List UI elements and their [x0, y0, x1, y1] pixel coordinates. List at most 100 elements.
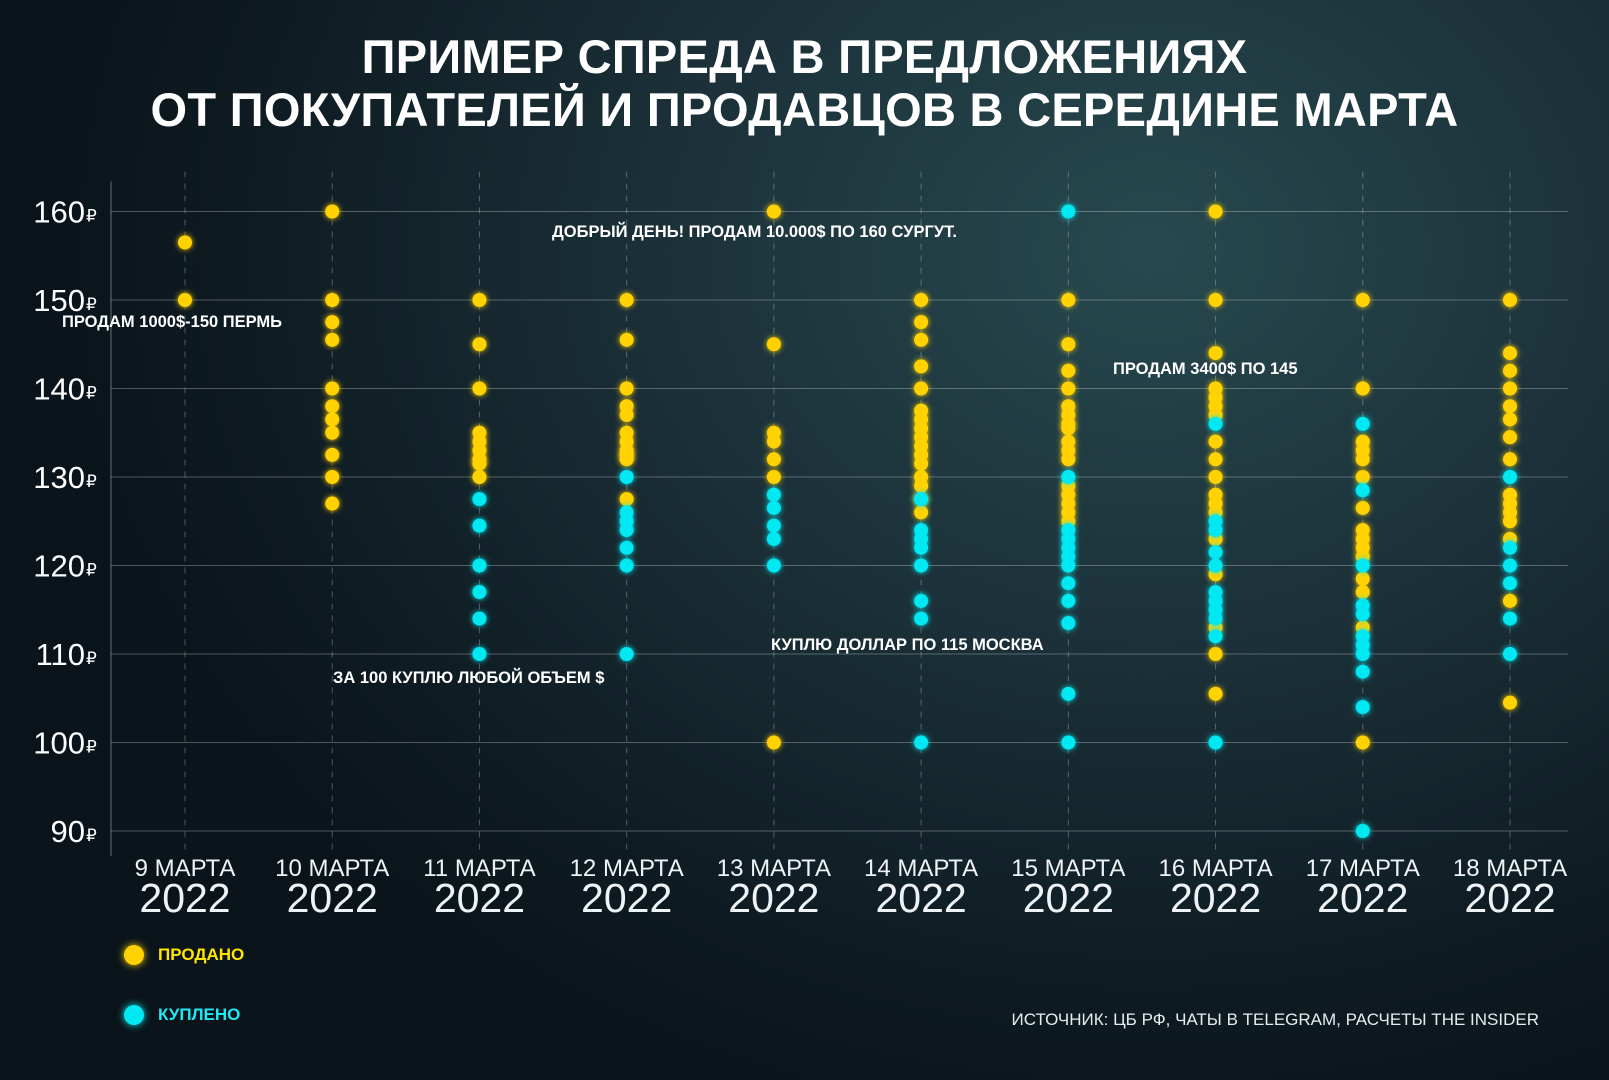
x-tick-day: 15 МАРТА: [1011, 855, 1125, 882]
bought-point: [1355, 824, 1370, 838]
bought-point: [1503, 576, 1517, 591]
sold-point: [1503, 430, 1517, 445]
bought-point: [1503, 470, 1517, 484]
sold-point: [914, 381, 929, 396]
bought-point: [1503, 540, 1517, 555]
sold-point: [325, 399, 340, 414]
bought-point: [766, 531, 781, 546]
bought-point: [1355, 607, 1370, 622]
bought-point: [619, 540, 634, 555]
bought-point: [766, 500, 781, 515]
bought-point: [1503, 558, 1517, 573]
annotation-surgut: ДОБРЫЙ ДЕНЬ! ПРОДАМ 10.000$ ПО 160 СУРГУ…: [552, 223, 957, 241]
y-tick-currency: ₽: [86, 472, 97, 492]
sold-point: [1061, 452, 1076, 467]
sold-point: [619, 381, 634, 396]
legend-item-sold: ПРОДАНО: [124, 945, 244, 965]
bought-point: [472, 647, 487, 661]
x-tick-day: 12 МАРТА: [570, 855, 684, 882]
y-tick-label: 110: [36, 637, 85, 672]
sold-point: [1061, 363, 1076, 378]
sold-point: [619, 408, 634, 423]
bought-point: [1061, 576, 1076, 591]
annotation-moscow: КУПЛЮ ДОЛЛАР ПО 115 МОСКВА: [771, 636, 1044, 654]
bought-point: [1061, 686, 1076, 701]
legend-bought-label: КУПЛЕНО: [158, 1005, 241, 1024]
bought-point: [1061, 470, 1076, 484]
annotation-perm: ПРОДАМ 1000$-150 ПЕРМЬ: [62, 313, 283, 331]
sold-point: [1503, 346, 1517, 361]
sold-point: [619, 492, 634, 507]
x-tick-day: 16 МАРТА: [1158, 855, 1272, 882]
sold-point: [1503, 593, 1517, 608]
bought-point: [472, 585, 487, 600]
sold-point: [914, 315, 929, 330]
sold-point: [472, 456, 487, 471]
bought-point: [1061, 204, 1076, 219]
chart-title-line-2: ОТ ПОКУПАТЕЛЕЙ И ПРОДАВЦОВ В СЕРЕДИНЕ МА…: [150, 83, 1459, 136]
sold-point: [619, 452, 634, 467]
sold-point: [1503, 412, 1517, 427]
sold-point: [472, 293, 487, 307]
y-tick-currency: ₽: [86, 738, 97, 758]
sold-point: [1355, 571, 1370, 586]
sold-point: [766, 204, 781, 219]
sold-point: [1503, 695, 1517, 710]
bought-point: [1208, 558, 1223, 573]
x-tick-year: 2022: [728, 875, 819, 921]
x-tick-year: 2022: [1023, 875, 1114, 921]
sold-point: [1208, 434, 1223, 449]
y-tick-currency: ₽: [86, 295, 97, 315]
sold-point: [325, 204, 340, 219]
sold-point: [766, 434, 781, 449]
sold-point: [1503, 363, 1517, 378]
sold-point: [1355, 452, 1370, 467]
bought-point: [1208, 629, 1223, 644]
bought-point: [1503, 647, 1517, 661]
source-note: ИСТОЧНИК: ЦБ РФ, ЧАТЫ В TELEGRAM, РАСЧЕТ…: [1011, 1010, 1539, 1029]
sold-point: [1208, 470, 1223, 484]
y-tick-label: 130: [33, 460, 85, 495]
x-tick-year: 2022: [434, 875, 525, 921]
y-tick-currency: ₽: [86, 561, 97, 581]
bought-point: [914, 540, 929, 555]
bought-point: [914, 558, 929, 573]
chart-title-line-1: ПРИМЕР СПРЕДА В ПРЕДЛОЖЕНИЯХ: [361, 30, 1248, 83]
sold-point: [1208, 452, 1223, 467]
bought-point: [766, 518, 781, 533]
x-tick-year: 2022: [139, 875, 230, 921]
bought-point: [1061, 558, 1076, 573]
sold-point: [1208, 204, 1223, 219]
sold-point: [325, 332, 340, 347]
bought-point: [1061, 593, 1076, 608]
x-tick-year: 2022: [1464, 875, 1555, 921]
sold-point: [178, 293, 192, 307]
bought-point: [1208, 416, 1223, 431]
bought-point: [1208, 735, 1223, 750]
x-tick-day: 18 МАРТА: [1453, 855, 1567, 882]
y-tick-label: 120: [33, 549, 85, 584]
sold-point: [1061, 381, 1076, 396]
x-tick-day: 13 МАРТА: [717, 855, 831, 882]
sold-point: [325, 496, 340, 511]
sold-point: [914, 359, 929, 374]
x-tick-day: 14 МАРТА: [864, 855, 978, 882]
y-tick-label: 160: [33, 195, 85, 230]
bought-point: [1208, 611, 1223, 626]
sold-point: [1355, 585, 1370, 600]
sold-point: [178, 235, 192, 250]
sold-point: [1061, 421, 1076, 436]
sold-point: [914, 293, 929, 307]
bought-point: [619, 523, 634, 538]
x-tick-day: 10 МАРТА: [275, 855, 389, 882]
annotation-3400: ПРОДАМ 3400$ ПО 145: [1113, 360, 1298, 378]
x-tick-year: 2022: [581, 875, 672, 921]
sold-point: [325, 293, 340, 307]
sold-point: [1355, 293, 1370, 307]
sold-point: [1355, 735, 1370, 750]
sold-point: [1355, 470, 1370, 484]
bought-point: [1061, 735, 1076, 750]
sold-point: [1208, 647, 1223, 661]
sold-point: [1208, 686, 1223, 701]
sold-point: [914, 505, 929, 520]
